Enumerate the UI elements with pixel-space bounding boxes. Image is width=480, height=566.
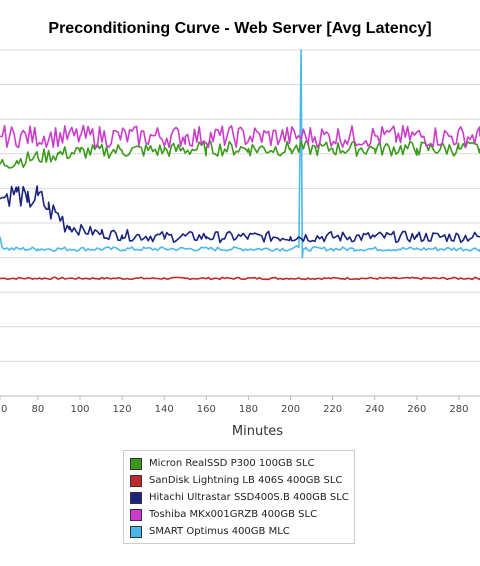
legend-swatch [130,525,142,538]
legend-label: SanDisk Lightning LB 406S 400GB SLC [149,475,343,486]
x-tick-label: 220 [323,404,342,415]
legend-item: SanDisk Lightning LB 406S 400GB SLC [124,472,354,489]
chart-legend: Micron RealSSD P300 100GB SLC SanDisk Li… [123,450,355,544]
legend-swatch [130,508,142,521]
legend-label: Toshiba MKx001GRZB 400GB SLC [149,509,318,520]
legend-item: Toshiba MKx001GRZB 400GB SLC [124,506,354,523]
x-tick-label: 280 [449,404,468,415]
legend-item: Hitachi Ultrastar SSD400S.B 400GB SLC [124,489,354,506]
x-tick-label: 140 [155,404,174,415]
legend-item: SMART Optimus 400GB MLC [124,523,354,540]
legend-label: Hitachi Ultrastar SSD400S.B 400GB SLC [149,492,349,503]
legend-item: Micron RealSSD P300 100GB SLC [124,455,354,472]
legend-swatch [130,457,142,470]
x-tick-label: 0 [1,404,7,415]
legend-label: SMART Optimus 400GB MLC [149,526,290,537]
x-tick-label: 240 [365,404,384,415]
x-tick-label: 160 [197,404,216,415]
chart-title: Preconditioning Curve - Web Server [Avg … [48,20,432,37]
legend-swatch [130,474,142,487]
line-chart: 0 80 100 120 140 160 180 200 220 240 260 280 [0,49,480,415]
series-line [0,185,480,244]
x-tick-label: 120 [113,404,132,415]
series-line [0,49,480,259]
x-tick-label: 80 [32,404,45,415]
series-line [0,140,480,169]
x-tick-label: 200 [281,404,300,415]
x-tick-label: 180 [239,404,258,415]
x-tick-label: 100 [70,404,89,415]
series-line [0,276,480,281]
legend-swatch [130,491,142,504]
series-line [0,124,480,149]
x-tick-label: 260 [407,404,426,415]
x-axis-label: Minutes [231,424,284,439]
legend-label: Micron RealSSD P300 100GB SLC [149,458,315,469]
